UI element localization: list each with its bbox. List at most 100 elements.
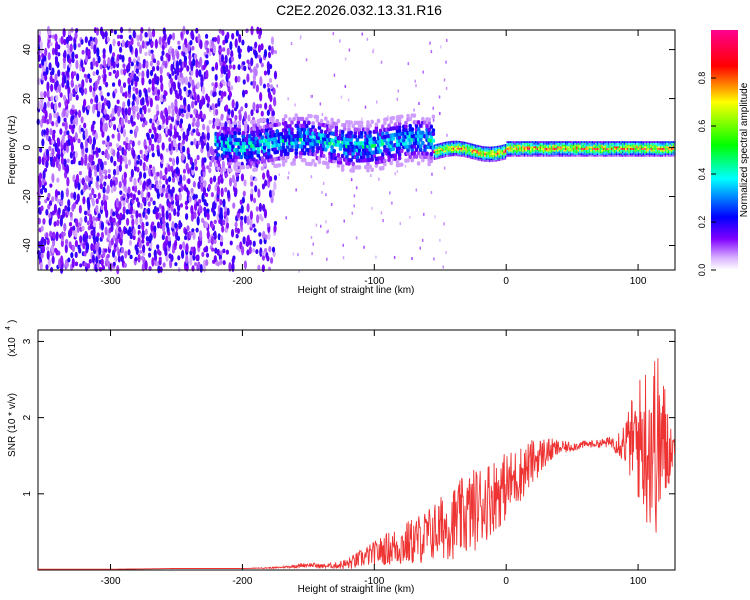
spectrogram-cell xyxy=(447,146,450,149)
spectrogram-cell xyxy=(146,41,150,46)
spectrogram-cell xyxy=(432,118,435,122)
spectrogram-cell xyxy=(621,141,624,143)
spectrogram-cell xyxy=(95,255,99,264)
spectrogram-cell xyxy=(585,144,587,147)
spectrogram-cell xyxy=(168,73,172,80)
spectrogram-cell xyxy=(122,82,127,88)
spectrogram-cell xyxy=(54,33,58,42)
spectrogram-cell xyxy=(542,148,545,150)
spectrogram-cell xyxy=(434,215,436,219)
spectrogram-cell xyxy=(56,137,60,143)
spectrogram-cell xyxy=(455,154,458,157)
spectrogram-cell xyxy=(484,156,486,159)
spectrogram-cell xyxy=(614,149,616,152)
spectrogram-cell xyxy=(501,153,504,156)
spectrogram-cell xyxy=(655,151,657,154)
spectrogram-cell xyxy=(325,220,327,224)
spectrogram-cell xyxy=(258,125,263,130)
spectrogram-cell xyxy=(192,58,196,67)
spectrogram-cell xyxy=(470,148,472,151)
spectrogram-cell xyxy=(470,153,472,156)
spectrogram-cell xyxy=(196,216,200,226)
spectrogram-cell xyxy=(202,123,206,131)
spectrogram-cell xyxy=(523,151,526,154)
snr-panel: -300 -200 -100 0 100 123 Height of straight … xyxy=(5,320,676,595)
spectrogram-cell xyxy=(538,154,540,157)
spectrogram-cell xyxy=(75,218,79,228)
spectrogram-cell xyxy=(285,155,290,160)
spectrogram-cell xyxy=(493,148,496,150)
spectrogram-cell xyxy=(563,148,565,150)
spectrogram-cell xyxy=(256,149,261,155)
spectrogram-cell xyxy=(273,49,278,55)
spectrogram-cell xyxy=(593,153,595,155)
spectrogram-cell xyxy=(334,128,339,134)
spectrogram-cell xyxy=(163,174,167,179)
spectrogram-cell xyxy=(418,137,423,142)
spectrogram-cell xyxy=(104,248,108,253)
spectrogram-cell xyxy=(315,118,320,123)
spectrogram-cell xyxy=(596,142,599,145)
spectrogram-cell xyxy=(176,93,180,100)
spectrogram-cell xyxy=(256,214,260,224)
spectrogram-cell xyxy=(501,158,504,161)
spectrogram-cell xyxy=(185,205,189,210)
spectrogram-cell xyxy=(530,141,532,143)
spectrogram-cell xyxy=(481,154,483,157)
spectrogram-cell xyxy=(252,129,256,135)
spectrogram-cell xyxy=(671,149,673,152)
spectrogram-cell xyxy=(473,144,475,146)
spectrogram-cell xyxy=(445,38,448,42)
spectrogram-cell xyxy=(237,137,242,143)
spectrogram-cell xyxy=(666,144,668,147)
spectrogram-cell xyxy=(609,141,611,143)
spectrogram-cell xyxy=(640,153,643,155)
spectrogram-cell xyxy=(206,141,210,152)
spectrogram-cell xyxy=(164,166,168,176)
spectrogram-cell xyxy=(48,112,52,121)
spectrogram-cell xyxy=(476,156,478,159)
spectrogram-cell xyxy=(542,154,545,157)
spectrogram-cell xyxy=(51,255,55,265)
spectrogram-cell xyxy=(334,132,339,137)
spectrogram-cell xyxy=(124,163,129,169)
spectrogram-cell xyxy=(355,137,360,143)
spectrogram-cell xyxy=(196,81,200,89)
spectrogram-cell xyxy=(468,151,470,154)
x-tick-label: -100 xyxy=(364,276,384,287)
spectrogram-cell xyxy=(620,154,622,157)
spectrogram-cell xyxy=(55,95,59,102)
spectrogram-cell xyxy=(273,146,277,152)
spectrogram-cell xyxy=(349,158,353,163)
spectrogram-cell xyxy=(60,255,64,265)
spectrogram-cell xyxy=(421,140,425,146)
spectrogram-cell xyxy=(132,105,136,112)
spectrogram-cell xyxy=(496,156,499,158)
spectrogram-cell xyxy=(129,232,133,238)
spectrogram-cell xyxy=(441,154,443,157)
y-tick-label: 40 xyxy=(22,44,33,56)
spectrogram-cell xyxy=(566,146,568,149)
spectrogram-cell xyxy=(43,55,47,62)
spectrogram-cell xyxy=(57,84,62,94)
spectrogram-cell xyxy=(186,65,190,72)
spectrogram-cell xyxy=(139,159,143,167)
spectrogram-cell xyxy=(380,211,383,215)
spectrogram-cell xyxy=(217,175,221,186)
spectrogram-cell xyxy=(663,153,665,155)
spectrogram-cell xyxy=(558,154,561,157)
spectrogram-cell xyxy=(490,148,493,151)
spectrogram-cell xyxy=(477,157,480,160)
spectrogram-cell xyxy=(476,153,478,156)
spectrogram-cell xyxy=(115,246,119,251)
spectrogram-cell xyxy=(522,148,524,150)
spectrogram-cell xyxy=(383,120,387,126)
spectrogram-cell xyxy=(604,148,606,150)
spectrogram-cell xyxy=(174,222,178,229)
spectrogram-cell xyxy=(252,197,257,204)
spectrogram-cell xyxy=(647,153,649,155)
spectrogram-cell xyxy=(604,153,606,155)
spectrogram-cell xyxy=(429,141,434,147)
spectrogram-cell xyxy=(506,142,508,145)
spectrogram-cell xyxy=(492,160,494,162)
